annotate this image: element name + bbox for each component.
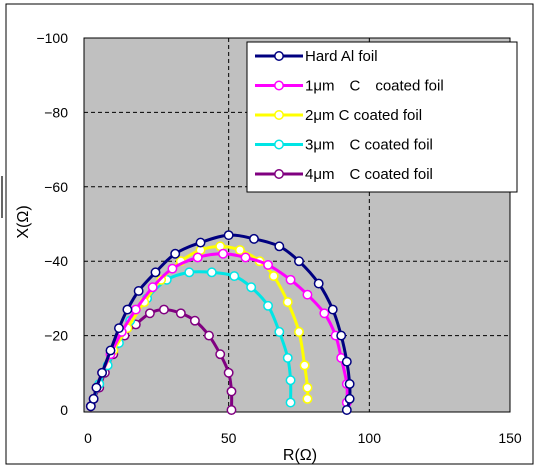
data-point [341, 356, 352, 367]
legend-item: 4μm C coated foil [255, 166, 433, 183]
data-point [204, 330, 214, 341]
data-point [130, 304, 141, 315]
data-point [229, 271, 240, 282]
data-point [147, 282, 158, 293]
legend-item: 3μm C coated foil [255, 137, 433, 154]
data-point [226, 386, 237, 397]
data-point [268, 271, 279, 282]
series-line [89, 233, 352, 411]
data-point [206, 267, 217, 278]
data-point [274, 241, 285, 252]
x-tick-label: 100 [358, 430, 382, 446]
data-point [215, 349, 226, 360]
data-point [246, 282, 257, 293]
data-point [195, 237, 206, 248]
data-point [285, 274, 296, 285]
data-point [249, 233, 259, 244]
data-point [167, 263, 178, 274]
data-point [113, 323, 124, 334]
legend-swatch-marker [274, 51, 284, 61]
data-point [327, 304, 338, 315]
data-point [218, 248, 228, 259]
data-point [175, 308, 186, 319]
tick-labels: 0 50 100 150 −100 −80 −60 −40 −20 0 [36, 30, 521, 446]
data-point [159, 304, 169, 315]
x-tick-label: 150 [498, 430, 522, 446]
data-point [234, 245, 245, 255]
data-point [282, 352, 293, 363]
y-tick-label: −40 [44, 253, 68, 269]
data-point [88, 393, 99, 404]
data-point [189, 315, 200, 326]
plot-border [83, 37, 511, 413]
data-point [91, 382, 102, 393]
data-point [150, 267, 161, 278]
legend-item: Hard Al foil [255, 48, 378, 65]
legend-item: 2μm C coated foil [255, 107, 422, 124]
y-axis-title: X(Ω) [15, 205, 32, 238]
data-point [302, 382, 313, 393]
legend-swatch-marker [274, 139, 284, 150]
data-point [285, 375, 296, 386]
legend-box [246, 41, 518, 193]
y-tick-label: −60 [44, 179, 68, 195]
data-point [274, 326, 285, 337]
data-point [226, 405, 237, 415]
x-tick-label: 0 [84, 430, 92, 446]
legend-label: 1μm C coated foil [305, 78, 444, 95]
data-point [285, 397, 296, 408]
legend-item: 1μm C coated foil [255, 78, 444, 95]
data-point [302, 393, 313, 404]
y-tick-label: −80 [44, 104, 68, 120]
data-point [336, 330, 347, 341]
data-point [313, 278, 324, 289]
data-point [263, 300, 274, 311]
legend-label: 3μm C coated foil [305, 137, 433, 154]
x-axis-title: R(Ω) [283, 447, 317, 464]
data-point [299, 360, 310, 371]
data-point [294, 256, 304, 267]
data-point [282, 297, 293, 308]
legend-swatch-marker [274, 80, 284, 91]
data-point [144, 308, 155, 319]
data-point [97, 367, 108, 378]
y-tick-label: 0 [60, 402, 68, 418]
y-tick-label: −100 [36, 30, 68, 46]
data-point [319, 308, 330, 319]
legend-label: 4μm C coated foil [305, 166, 433, 183]
data-point [170, 248, 181, 259]
data-point [263, 259, 274, 270]
data-point [341, 405, 352, 415]
data-point [105, 345, 116, 356]
y-tick-label: −20 [44, 328, 68, 344]
legend-label: Hard Al foil [305, 48, 378, 65]
data-point [344, 379, 355, 389]
x-tick-label: 50 [221, 430, 237, 446]
data-point [223, 230, 234, 241]
data-point [133, 286, 144, 296]
data-point [344, 393, 355, 404]
series-1 [85, 230, 355, 415]
data-point [302, 289, 313, 300]
legend-swatch-marker [274, 169, 284, 179]
data-point [184, 267, 195, 278]
legend-label: 2μm C coated foil [305, 107, 422, 124]
data-point [294, 326, 304, 337]
legend: Hard Al foil 1μm C coated foil 2μm C coate… [246, 41, 518, 193]
data-point [122, 304, 133, 315]
legend-swatch-marker [274, 110, 284, 120]
data-point [240, 252, 251, 263]
series-group [85, 230, 355, 415]
data-point [192, 252, 203, 263]
data-point [223, 367, 234, 378]
